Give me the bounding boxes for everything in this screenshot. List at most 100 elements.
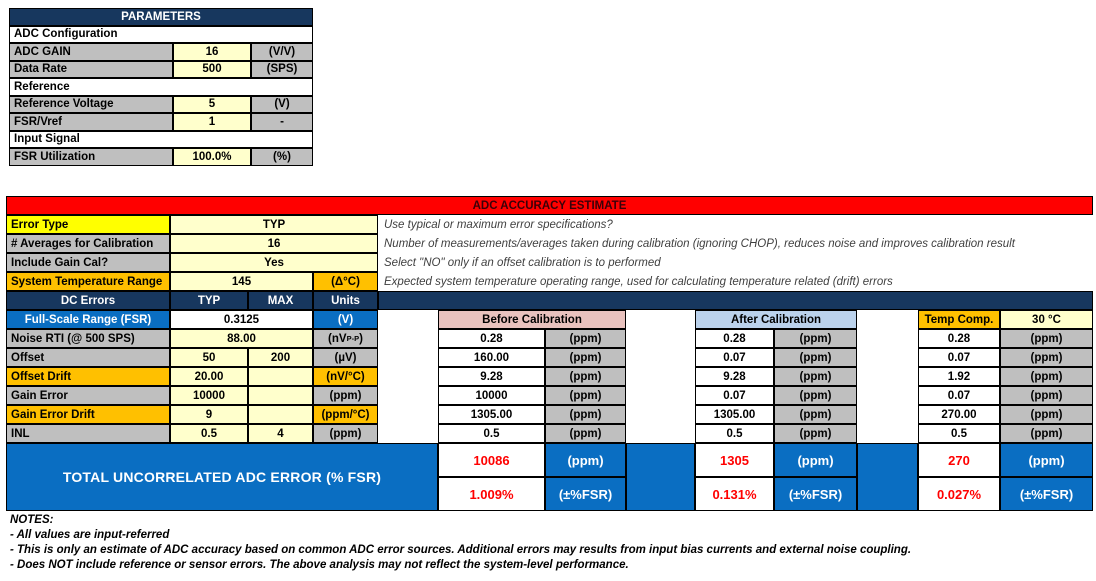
param-label-data-rate: Data Rate — [9, 60, 173, 78]
estimate-title: ADC ACCURACY ESTIMATE — [6, 196, 1093, 215]
error-type-select[interactable]: TYP — [170, 215, 378, 234]
fsr-vref-input[interactable]: 1 — [173, 113, 251, 131]
max-column-header: MAX — [248, 291, 313, 310]
noise-rti-before-unit: (ppm) — [545, 329, 626, 348]
gain-error-drift-before-unit: (ppm) — [545, 405, 626, 424]
offset-temp-value: 0.07 — [918, 348, 1000, 367]
total-before-ppm-unit: (ppm) — [545, 443, 626, 477]
total-separator-2 — [857, 443, 918, 511]
averages-label: # Averages for Calibration — [6, 234, 170, 253]
offset-label: Offset — [6, 348, 170, 367]
temp-comp-temperature-header: 30 °C — [1000, 310, 1093, 329]
offset-drift-max-input[interactable] — [248, 367, 313, 386]
total-after-pct: 0.131% — [695, 477, 774, 511]
after-calibration-header: After Calibration — [695, 310, 857, 329]
fsr-label: Full-Scale Range (FSR) — [6, 310, 170, 329]
section-input-signal: Input Signal — [9, 130, 313, 148]
offset-drift-typ-input[interactable]: 20.00 — [170, 367, 248, 386]
inl-unit: (ppm) — [313, 424, 378, 443]
data-rate-unit: (SPS) — [251, 60, 313, 78]
gain-error-drift-after-value: 1305.00 — [695, 405, 774, 424]
offset-drift-after-value: 9.28 — [695, 367, 774, 386]
error-type-note: Use typical or maximum error specificati… — [384, 218, 613, 231]
gain-error-drift-after-unit: (ppm) — [774, 405, 857, 424]
gain-error-drift-before-value: 1305.00 — [438, 405, 545, 424]
fsr-value: 0.3125 — [170, 310, 313, 329]
adc-accuracy-estimate-table: ADC ACCURACY ESTIMATE Error Type TYP Use… — [6, 196, 1093, 511]
section-adc-configuration: ADC Configuration — [9, 25, 313, 43]
system-temp-range-label: System Temperature Range — [6, 272, 170, 291]
offset-typ-input[interactable]: 50 — [170, 348, 248, 367]
dc-errors-header: DC Errors — [6, 291, 170, 310]
total-separator-1 — [626, 443, 695, 511]
total-before-ppm: 10086 — [438, 443, 545, 477]
fsr-vref-unit: - — [251, 113, 313, 131]
offset-after-value: 0.07 — [695, 348, 774, 367]
config-row-system-temp-range: System Temperature Range 145 (Δ°C) Expec… — [6, 272, 1093, 291]
offset-after-unit: (ppm) — [774, 348, 857, 367]
noise-rti-after-unit: (ppm) — [774, 329, 857, 348]
total-before-pct-unit: (±%FSR) — [545, 477, 626, 511]
parameters-title: PARAMETERS — [9, 8, 313, 26]
adc-gain-input[interactable]: 16 — [173, 43, 251, 61]
include-gain-cal-note: Select "NO" only if an offset calibratio… — [384, 256, 661, 269]
offset-drift-label: Offset Drift — [6, 367, 170, 386]
offset-drift-before-value: 9.28 — [438, 367, 545, 386]
gain-error-drift-label: Gain Error Drift — [6, 405, 170, 424]
param-label-reference-voltage: Reference Voltage — [9, 95, 173, 113]
notes-title: NOTES: — [10, 514, 54, 526]
reference-voltage-input[interactable]: 5 — [173, 95, 251, 113]
error-row-noise-rti: Noise RTI (@ 500 SPS) 88.00 (nV P-P) 0.28… — [6, 329, 1093, 348]
inl-temp-value: 0.5 — [918, 424, 1000, 443]
note-line: - This is only an estimate of ADC accura… — [10, 544, 912, 556]
fsr-utilization-input[interactable]: 100.0% — [173, 148, 251, 166]
system-temp-range-input[interactable]: 145 — [170, 272, 313, 291]
error-row-offset: Offset 50 200 (µV) 160.00 (ppm) 0.07 (pp… — [6, 348, 1093, 367]
param-label-fsr-utilization: FSR Utilization — [9, 148, 173, 166]
total-after-ppm: 1305 — [695, 443, 774, 477]
include-gain-cal-select[interactable]: Yes — [170, 253, 378, 272]
inl-max-input[interactable]: 4 — [248, 424, 313, 443]
gain-error-before-unit: (ppm) — [545, 386, 626, 405]
fsr-and-block-headers-row: Full-Scale Range (FSR) 0.3125 (V) Before… — [6, 310, 1093, 329]
total-error-band: TOTAL UNCORRELATED ADC ERROR (% FSR) 100… — [6, 443, 1093, 511]
config-row-include-gain-cal: Include Gain Cal? Yes Select "NO" only i… — [6, 253, 1093, 272]
error-type-label: Error Type — [6, 215, 170, 234]
offset-max-input[interactable]: 200 — [248, 348, 313, 367]
averages-note: Number of measurements/averages taken du… — [384, 237, 1015, 250]
averages-input[interactable]: 16 — [170, 234, 378, 253]
inl-temp-unit: (ppm) — [1000, 424, 1093, 443]
note-line: - All values are input-referred — [10, 529, 170, 541]
dc-errors-header-row: DC Errors TYP MAX Units — [6, 291, 1093, 310]
offset-drift-after-unit: (ppm) — [774, 367, 857, 386]
offset-before-unit: (ppm) — [545, 348, 626, 367]
gain-error-drift-temp-value: 270.00 — [918, 405, 1000, 424]
notes-section: NOTES: - All values are input-referred -… — [10, 513, 911, 573]
noise-rti-typ-input[interactable]: 88.00 — [170, 329, 313, 348]
gain-error-after-unit: (ppm) — [774, 386, 857, 405]
gain-error-unit: (ppm) — [313, 386, 378, 405]
gain-error-drift-unit: (ppm/°C) — [313, 405, 378, 424]
inl-typ-input[interactable]: 0.5 — [170, 424, 248, 443]
system-temp-range-unit: (Δ°C) — [313, 272, 378, 291]
param-label-adc-gain: ADC GAIN — [9, 43, 173, 61]
config-row-error-type: Error Type TYP Use typical or maximum er… — [6, 215, 1093, 234]
data-rate-input[interactable]: 500 — [173, 60, 251, 78]
total-after-pct-unit: (±%FSR) — [774, 477, 857, 511]
error-row-gain-error: Gain Error 10000 (ppm) 10000 (ppm) 0.07 … — [6, 386, 1093, 405]
section-reference: Reference — [9, 78, 313, 96]
dc-errors-header-filler — [378, 291, 1093, 310]
gain-error-typ-input[interactable]: 10000 — [170, 386, 248, 405]
gain-error-drift-max-input[interactable] — [248, 405, 313, 424]
adc-gain-unit: (V/V) — [251, 43, 313, 61]
system-temp-range-note: Expected system temperature operating ra… — [384, 275, 893, 288]
note-line: - Does NOT include reference or sensor e… — [10, 559, 629, 571]
gain-error-drift-typ-input[interactable]: 9 — [170, 405, 248, 424]
gain-error-before-value: 10000 — [438, 386, 545, 405]
estimate-title-row: ADC ACCURACY ESTIMATE — [6, 196, 1093, 215]
offset-temp-unit: (ppm) — [1000, 348, 1093, 367]
parameters-table: PARAMETERS ADC Configuration ADC GAIN 16… — [9, 8, 313, 166]
total-before-pct: 1.009% — [438, 477, 545, 511]
inl-before-unit: (ppm) — [545, 424, 626, 443]
gain-error-max-input[interactable] — [248, 386, 313, 405]
